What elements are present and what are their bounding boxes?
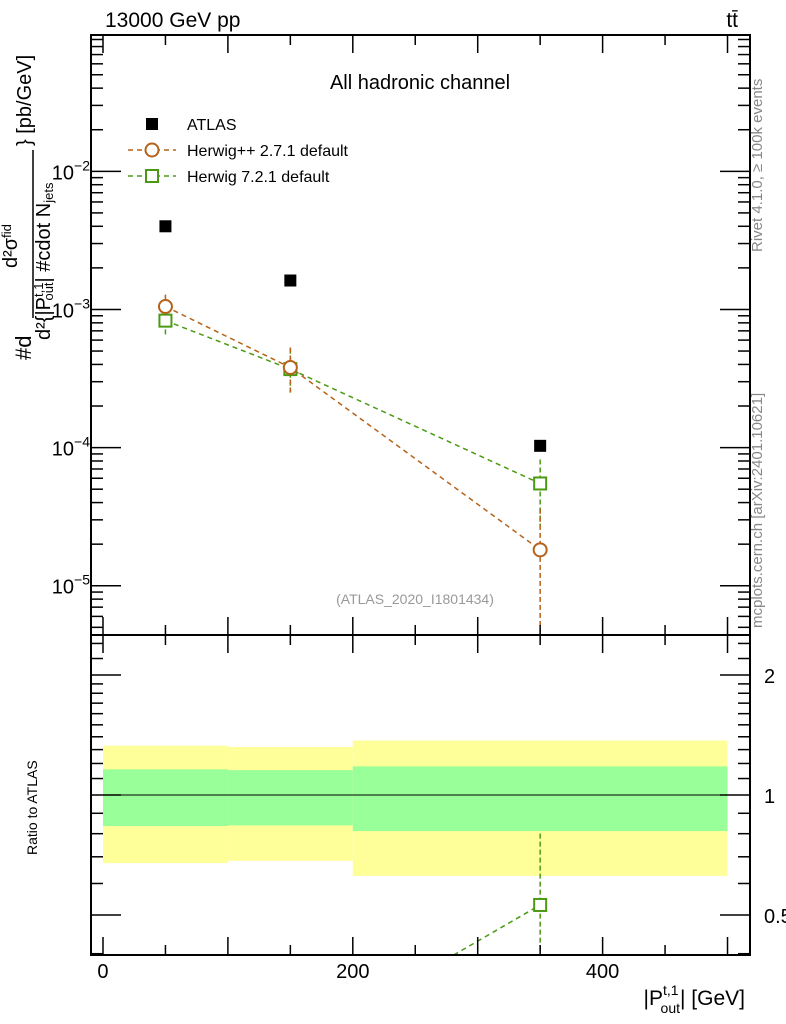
ylabel-suffix: } [pb/GeV] xyxy=(14,55,36,146)
x-tick-label: 0 xyxy=(97,961,108,983)
y-tick-label: 10−3 xyxy=(52,295,90,322)
ylabel-prefix: #d xyxy=(11,336,36,360)
data-point xyxy=(533,476,548,491)
green-uncertainty-band xyxy=(102,769,228,827)
x-tick-label: 200 xyxy=(336,961,369,983)
axes: 0 200 400 10−2 10−3 10−4 10−5 2 1 0.5 xyxy=(52,34,786,983)
green-uncertainty-band xyxy=(227,770,353,826)
legend: ATLAS Herwig++ 2.7.1 default Herwig 7.2.1 … xyxy=(128,117,349,186)
x-axis-label: |Pt,1 out| [GeV] xyxy=(644,982,746,1016)
green-uncertainty-band xyxy=(352,766,728,832)
legend-marker xyxy=(144,142,160,158)
y-tick-label: 10−4 xyxy=(52,434,90,461)
ratio-point xyxy=(533,897,548,912)
ylabel-denominator: d²{|Pt,1out| #cdot Njets xyxy=(31,182,56,340)
data-point xyxy=(157,299,173,315)
chart-title: All hadronic channel xyxy=(330,72,510,94)
legend-label: Herwig 7.2.1 default xyxy=(187,169,330,186)
analysis-annotation: (ATLAS_2020_I1801434) xyxy=(336,591,494,607)
data-point xyxy=(534,439,547,452)
ratio-y-tick-label: 0.5 xyxy=(764,906,786,928)
ratio-y-tick-label: 1 xyxy=(764,786,775,808)
series-line xyxy=(165,319,541,485)
ratio-y-tick-label: 2 xyxy=(764,666,775,688)
legend-marker xyxy=(146,118,158,130)
data-point xyxy=(282,360,298,376)
legend-label: ATLAS xyxy=(187,117,237,134)
header-right: tt̄ xyxy=(726,9,738,32)
ratio-series-line xyxy=(453,904,541,955)
data-point xyxy=(284,274,297,287)
y-axis-label: #d d²σfid d²{|Pt,1out| #cdot Njets } [pb… xyxy=(0,55,56,360)
main-series xyxy=(157,220,548,635)
data-point xyxy=(532,542,548,558)
mcplots-info: mcplots.cern.ch [arXiv:2401.10621] xyxy=(749,393,766,628)
data-point xyxy=(159,220,172,233)
ratio-bands xyxy=(91,740,750,876)
rivet-info: Rivet 4.1.0, ≥ 100k events xyxy=(749,79,766,252)
header-left: 13000 GeV pp xyxy=(105,9,240,32)
ratio-y-axis-label: Ratio to ATLAS xyxy=(24,760,40,855)
x-tick-label: 400 xyxy=(586,961,619,983)
series-line xyxy=(165,305,541,551)
data-point xyxy=(158,313,173,328)
legend-label: Herwig++ 2.7.1 default xyxy=(187,143,349,160)
y-tick-label: 10−2 xyxy=(52,157,90,184)
y-tick-label: 10−5 xyxy=(52,572,90,599)
ratio-series xyxy=(453,833,548,955)
legend-marker xyxy=(145,169,159,183)
ylabel-numerator: d²σfid xyxy=(0,224,22,268)
